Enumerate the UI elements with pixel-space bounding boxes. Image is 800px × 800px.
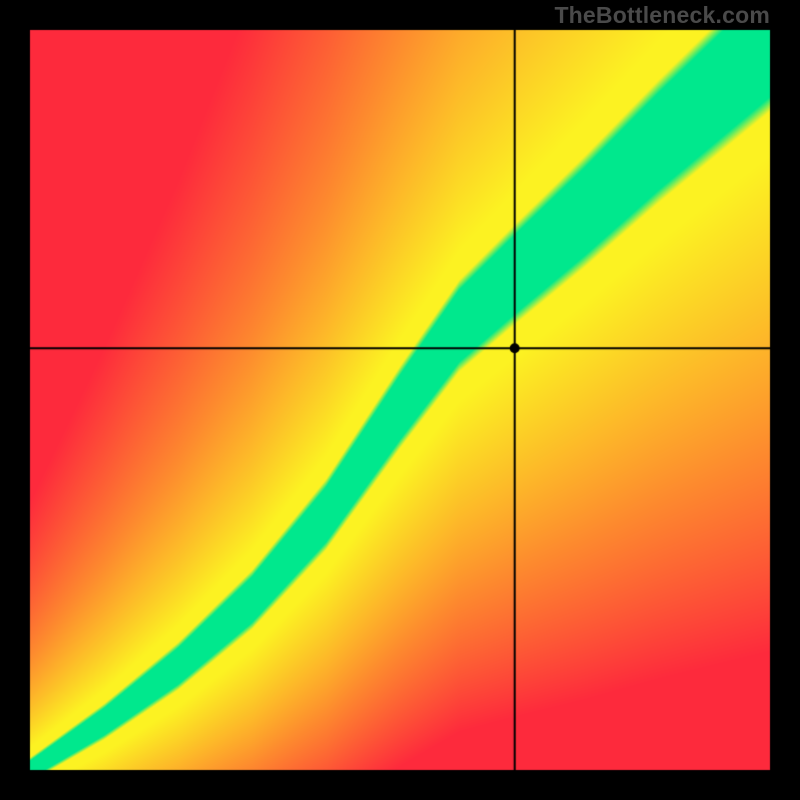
watermark-text: TheBottleneck.com [554, 2, 770, 29]
bottleneck-heatmap [0, 0, 800, 800]
chart-container: TheBottleneck.com [0, 0, 800, 800]
